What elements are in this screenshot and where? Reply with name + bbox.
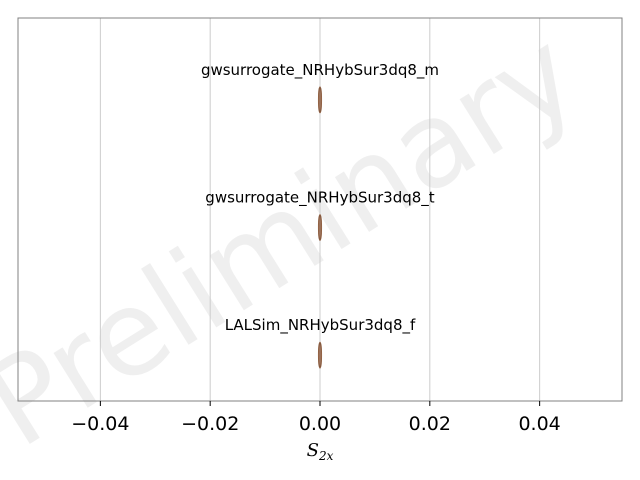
series-label: LALSim_NRHybSur3dq8_f <box>225 316 416 335</box>
x-tick-label: 0.00 <box>299 413 341 435</box>
x-tick-labels: −0.04 −0.02 0.00 0.02 0.04 <box>71 401 561 435</box>
violin-group: gwsurrogate_NRHybSur3dq8_m gwsurrogate_NR… <box>201 61 439 369</box>
series-label: gwsurrogate_NRHybSur3dq8_t <box>205 189 434 208</box>
x-tick-label: −0.04 <box>71 413 129 435</box>
series-label: gwsurrogate_NRHybSur3dq8_m <box>201 61 439 80</box>
gridlines <box>99 18 541 401</box>
x-axis-title: S2x <box>307 440 334 463</box>
x-tick-label: −0.02 <box>181 413 239 435</box>
x-tick-label: 0.02 <box>409 413 451 435</box>
x-tick-label: 0.04 <box>518 413 560 435</box>
